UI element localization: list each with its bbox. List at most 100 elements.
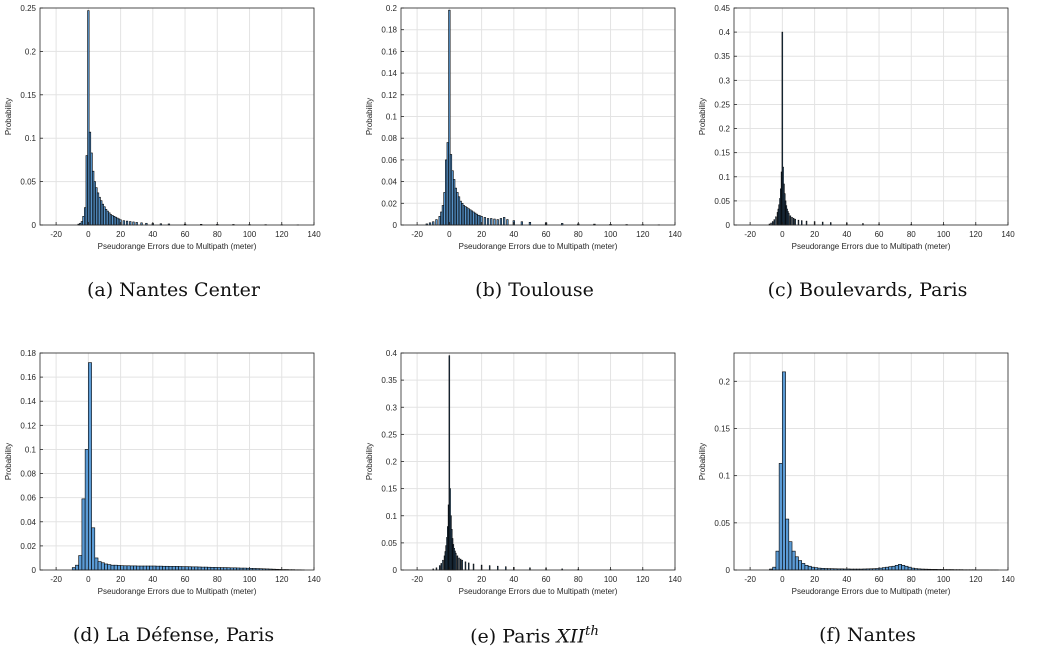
chart-c-bar-23 <box>795 219 796 225</box>
chart-b-ytick-label-9: 0.18 <box>381 26 397 35</box>
chart-e-bar-29 <box>497 566 498 570</box>
chart-d-bar-18 <box>130 566 133 570</box>
chart-d-bar-13 <box>114 565 117 570</box>
chart-b-ytick-label-0: 0 <box>393 221 398 230</box>
chart-f-xtick-label-0: -20 <box>744 575 756 584</box>
chart-d-bar-11 <box>108 565 111 570</box>
chart-f-xtick-label-3: 40 <box>842 575 851 584</box>
chart-c-ylabel: Probability <box>698 98 707 135</box>
chart-a-caption: (a) Nantes Center <box>0 279 347 301</box>
chart-d-ytick-label-7: 0.14 <box>20 397 36 406</box>
chart-f-bar-7 <box>792 551 795 570</box>
chart-e-ytick-label-1: 0.05 <box>381 539 397 548</box>
chart-f-xtick-label-2: 20 <box>810 575 819 584</box>
chart-c-bar-21 <box>792 217 793 225</box>
chart-f-bar-3 <box>779 463 782 570</box>
chart-a-caption-name: Nantes Center <box>119 279 260 301</box>
chart-e-bar-24 <box>465 562 466 570</box>
chart-e-bar-26 <box>473 564 474 570</box>
chart-d-xtick-label-8: 140 <box>307 575 321 584</box>
chart-c-axes-box <box>734 8 1008 225</box>
chart-f-bar-39 <box>895 565 898 570</box>
chart-f-caption-name: Nantes <box>847 624 916 646</box>
chart-a-caption-tag: (a) <box>87 279 113 301</box>
chart-c-ytick-label-8: 0.4 <box>719 28 731 37</box>
chart-d-bar-6 <box>92 528 95 570</box>
chart-d-ytick-label-4: 0.08 <box>20 470 36 479</box>
chart-f-bar-5 <box>786 519 789 570</box>
chart-d-bar-39 <box>198 567 201 570</box>
chart-c-xtick-label-0: -20 <box>744 230 756 239</box>
chart-c-bar-28 <box>822 222 823 225</box>
chart-b-ytick-label-5: 0.1 <box>386 113 398 122</box>
chart-d-bar-3 <box>82 499 85 570</box>
chart-e-xtick-label-8: 140 <box>668 575 682 584</box>
chart-a-xtick-label-1: 0 <box>86 230 91 239</box>
chart-b-xtick-label-2: 20 <box>477 230 486 239</box>
chart-f-xtick-label-7: 120 <box>969 575 983 584</box>
chart-a-xtick-label-5: 80 <box>213 230 222 239</box>
chart-d-bars <box>72 363 304 570</box>
chart-c-bar-26 <box>806 221 807 225</box>
chart-f-xtick-label-1: 0 <box>780 575 785 584</box>
chart-e-caption: (e) Paris XIIth <box>361 624 708 647</box>
chart-e-xtick-label-7: 120 <box>636 575 650 584</box>
chart-d-caption-tag: (d) <box>73 624 100 646</box>
chart-e-bars <box>433 356 643 570</box>
chart-f-grid <box>734 353 1008 570</box>
chart-b-ytick-label-2: 0.04 <box>381 178 397 187</box>
chart-f-bar-10 <box>802 563 805 570</box>
chart-f-xtick-label-8: 140 <box>1001 575 1015 584</box>
chart-b-xtick-label-8: 140 <box>668 230 682 239</box>
chart-a-grid <box>40 8 314 225</box>
chart-a-xtick-label-2: 20 <box>116 230 125 239</box>
chart-f-caption-tag: (f) <box>819 624 841 646</box>
chart-c-bar-3 <box>774 220 775 225</box>
chart-b-ytick-label-10: 0.2 <box>386 4 398 13</box>
chart-a-bar-28 <box>126 221 128 225</box>
chart-c-bar-22 <box>793 218 794 225</box>
chart-c-ytick-label-4: 0.2 <box>719 125 731 134</box>
chart-d-bar-40 <box>201 567 204 570</box>
chart-a-bar-27 <box>123 221 125 225</box>
chart-d-ytick-label-0: 0 <box>32 566 37 575</box>
chart-c-ytick-label-6: 0.3 <box>719 76 731 85</box>
chart-b-xtick-label-7: 120 <box>636 230 650 239</box>
chart-a-bar-30 <box>133 222 135 225</box>
chart-a-ytick-label-3: 0.15 <box>20 91 36 100</box>
chart-f-xlabel: Pseudorange Errors due to Multipath (met… <box>792 587 951 596</box>
chart-c-ytick-label-3: 0.15 <box>714 149 730 158</box>
chart-e-caption-name: Paris <box>502 625 550 647</box>
chart-d-ytick-label-3: 0.06 <box>20 494 36 503</box>
chart-b-bar-34 <box>494 219 496 225</box>
chart-f-xtick-label-4: 60 <box>875 575 884 584</box>
chart-e-bar-20 <box>457 556 458 570</box>
chart-b-ytick-label-1: 0.02 <box>381 199 397 208</box>
chart-d-bar-32 <box>175 566 178 570</box>
chart-f-ytick-label-1: 0.05 <box>714 519 730 528</box>
chart-d-bar-10 <box>104 564 107 570</box>
chart-d-axes-box <box>40 353 314 570</box>
chart-b-caption-name: Toulouse <box>508 279 594 301</box>
chart-b-xtick-label-3: 40 <box>509 230 518 239</box>
chart-d-bar-24 <box>150 566 153 570</box>
chart-c-xtick-label-5: 80 <box>907 230 916 239</box>
chart-d-bar-17 <box>127 566 130 570</box>
chart-f-xtick-label-6: 100 <box>937 575 951 584</box>
chart-d-bar-27 <box>159 566 162 570</box>
chart-e-bar-2 <box>439 566 440 570</box>
chart-e-ytick-label-0: 0 <box>393 566 398 575</box>
chart-d-bar-19 <box>133 566 136 570</box>
chart-f-bar-36 <box>886 567 889 570</box>
chart-a-xtick-label-0: -20 <box>50 230 62 239</box>
chart-c-bar-25 <box>801 221 802 225</box>
chart-f-bar-9 <box>798 561 801 570</box>
chart-b-ytick-label-8: 0.16 <box>381 47 397 56</box>
